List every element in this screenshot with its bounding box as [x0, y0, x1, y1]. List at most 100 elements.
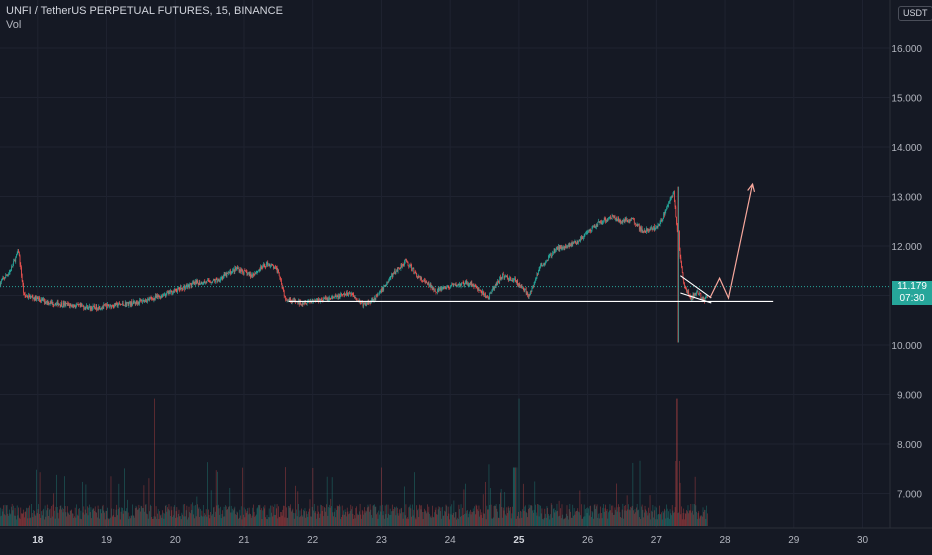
volume-bar: [440, 511, 441, 526]
candle-body: [643, 232, 644, 233]
candle-body: [62, 306, 63, 307]
candle-body: [334, 297, 335, 298]
volume-bar: [542, 508, 543, 526]
drawings[interactable]: [0, 184, 890, 303]
candle-body: [330, 298, 331, 299]
volume-bar: [358, 515, 359, 526]
y-tick-label: 12.000: [891, 242, 922, 253]
candle-body: [225, 273, 226, 275]
candle-body: [593, 227, 594, 228]
volume-bar: [139, 505, 140, 526]
volume-bar: [171, 510, 172, 526]
symbol-title[interactable]: UNFI / TetherUS PERPETUAL FUTURES, 15, B…: [6, 4, 283, 18]
candle-body: [604, 218, 605, 220]
candle-body: [35, 296, 36, 300]
candle-body: [372, 299, 373, 300]
candle-body: [465, 283, 466, 284]
volume-bar: [108, 518, 109, 526]
volume-bar: [145, 505, 146, 526]
candle-body: [346, 292, 347, 295]
volume-bar: [320, 514, 321, 526]
candle-body: [74, 305, 75, 307]
volume-bar: [614, 515, 615, 526]
volume-bar: [596, 506, 597, 526]
volume-bar: [427, 504, 428, 526]
candle-body: [431, 286, 432, 288]
volume-bar: [160, 515, 161, 526]
candle-body: [620, 220, 621, 223]
volume-bar: [48, 508, 49, 526]
candle-body: [525, 289, 526, 290]
candle-body: [469, 285, 470, 286]
volume-bar: [658, 515, 659, 526]
volume-bar: [688, 513, 689, 526]
candle-body: [353, 294, 354, 295]
candle-body: [248, 274, 249, 275]
candle-body: [485, 293, 486, 296]
volume-bar: [537, 504, 538, 526]
volume-bar: [664, 509, 665, 526]
currency-badge[interactable]: USDT: [898, 6, 932, 21]
volume-bar: [670, 509, 671, 526]
candle-body: [669, 202, 670, 203]
volume-bar: [534, 482, 535, 526]
candle-body: [195, 281, 196, 284]
candle-body: [126, 303, 127, 305]
volume-bar: [385, 505, 386, 526]
projection-path[interactable]: [710, 184, 753, 298]
volume-bar: [191, 504, 192, 526]
volume-bar: [608, 512, 609, 526]
volume-bar: [179, 516, 180, 526]
volume-bar: [43, 510, 44, 526]
volume-bar: [404, 486, 405, 526]
volume-bar: [260, 505, 261, 526]
candle-body: [451, 284, 452, 286]
volume-bar: [70, 511, 71, 526]
volume-bar: [81, 511, 82, 526]
candle-body: [340, 296, 341, 298]
volume-indicator-label[interactable]: Vol: [6, 18, 283, 32]
volume-bar: [50, 518, 51, 526]
volume-bar: [538, 504, 539, 526]
volume-bar: [213, 508, 214, 526]
candle-body: [375, 298, 376, 300]
volume-bar: [611, 506, 612, 526]
volume-bar: [403, 512, 404, 526]
candle-body: [434, 291, 435, 292]
volume-bar: [292, 509, 293, 526]
volume-bar: [574, 508, 575, 526]
candle-body: [539, 268, 540, 269]
candle-body: [123, 303, 124, 305]
volume-bar: [384, 519, 385, 526]
volume-bar: [693, 515, 694, 526]
volume-bar: [397, 508, 398, 526]
volume-bar: [646, 511, 647, 526]
volume-bar: [445, 512, 446, 526]
volume-bar: [406, 504, 407, 526]
candle-body: [364, 303, 365, 304]
candle-body: [101, 308, 102, 309]
volume-bar: [311, 517, 312, 526]
candle-body: [381, 289, 382, 292]
volume-bar: [459, 505, 460, 526]
candle-body: [82, 306, 83, 307]
volume-bar: [673, 511, 674, 526]
candle-body: [217, 281, 218, 282]
candle-body: [572, 243, 573, 246]
volume-bar: [469, 512, 470, 526]
volume-bar: [182, 515, 183, 526]
volume-bar: [134, 516, 135, 526]
candle-body: [410, 265, 411, 266]
candle-body: [111, 305, 112, 307]
candle-body: [129, 303, 130, 306]
volume-bar: [250, 514, 251, 526]
volume-bar: [383, 515, 384, 526]
candle-body: [377, 295, 378, 296]
candle-body: [11, 267, 12, 271]
volume-bar: [580, 491, 581, 526]
candle-body: [94, 306, 95, 308]
volume-bar: [563, 519, 564, 526]
volume-bar: [402, 512, 403, 526]
